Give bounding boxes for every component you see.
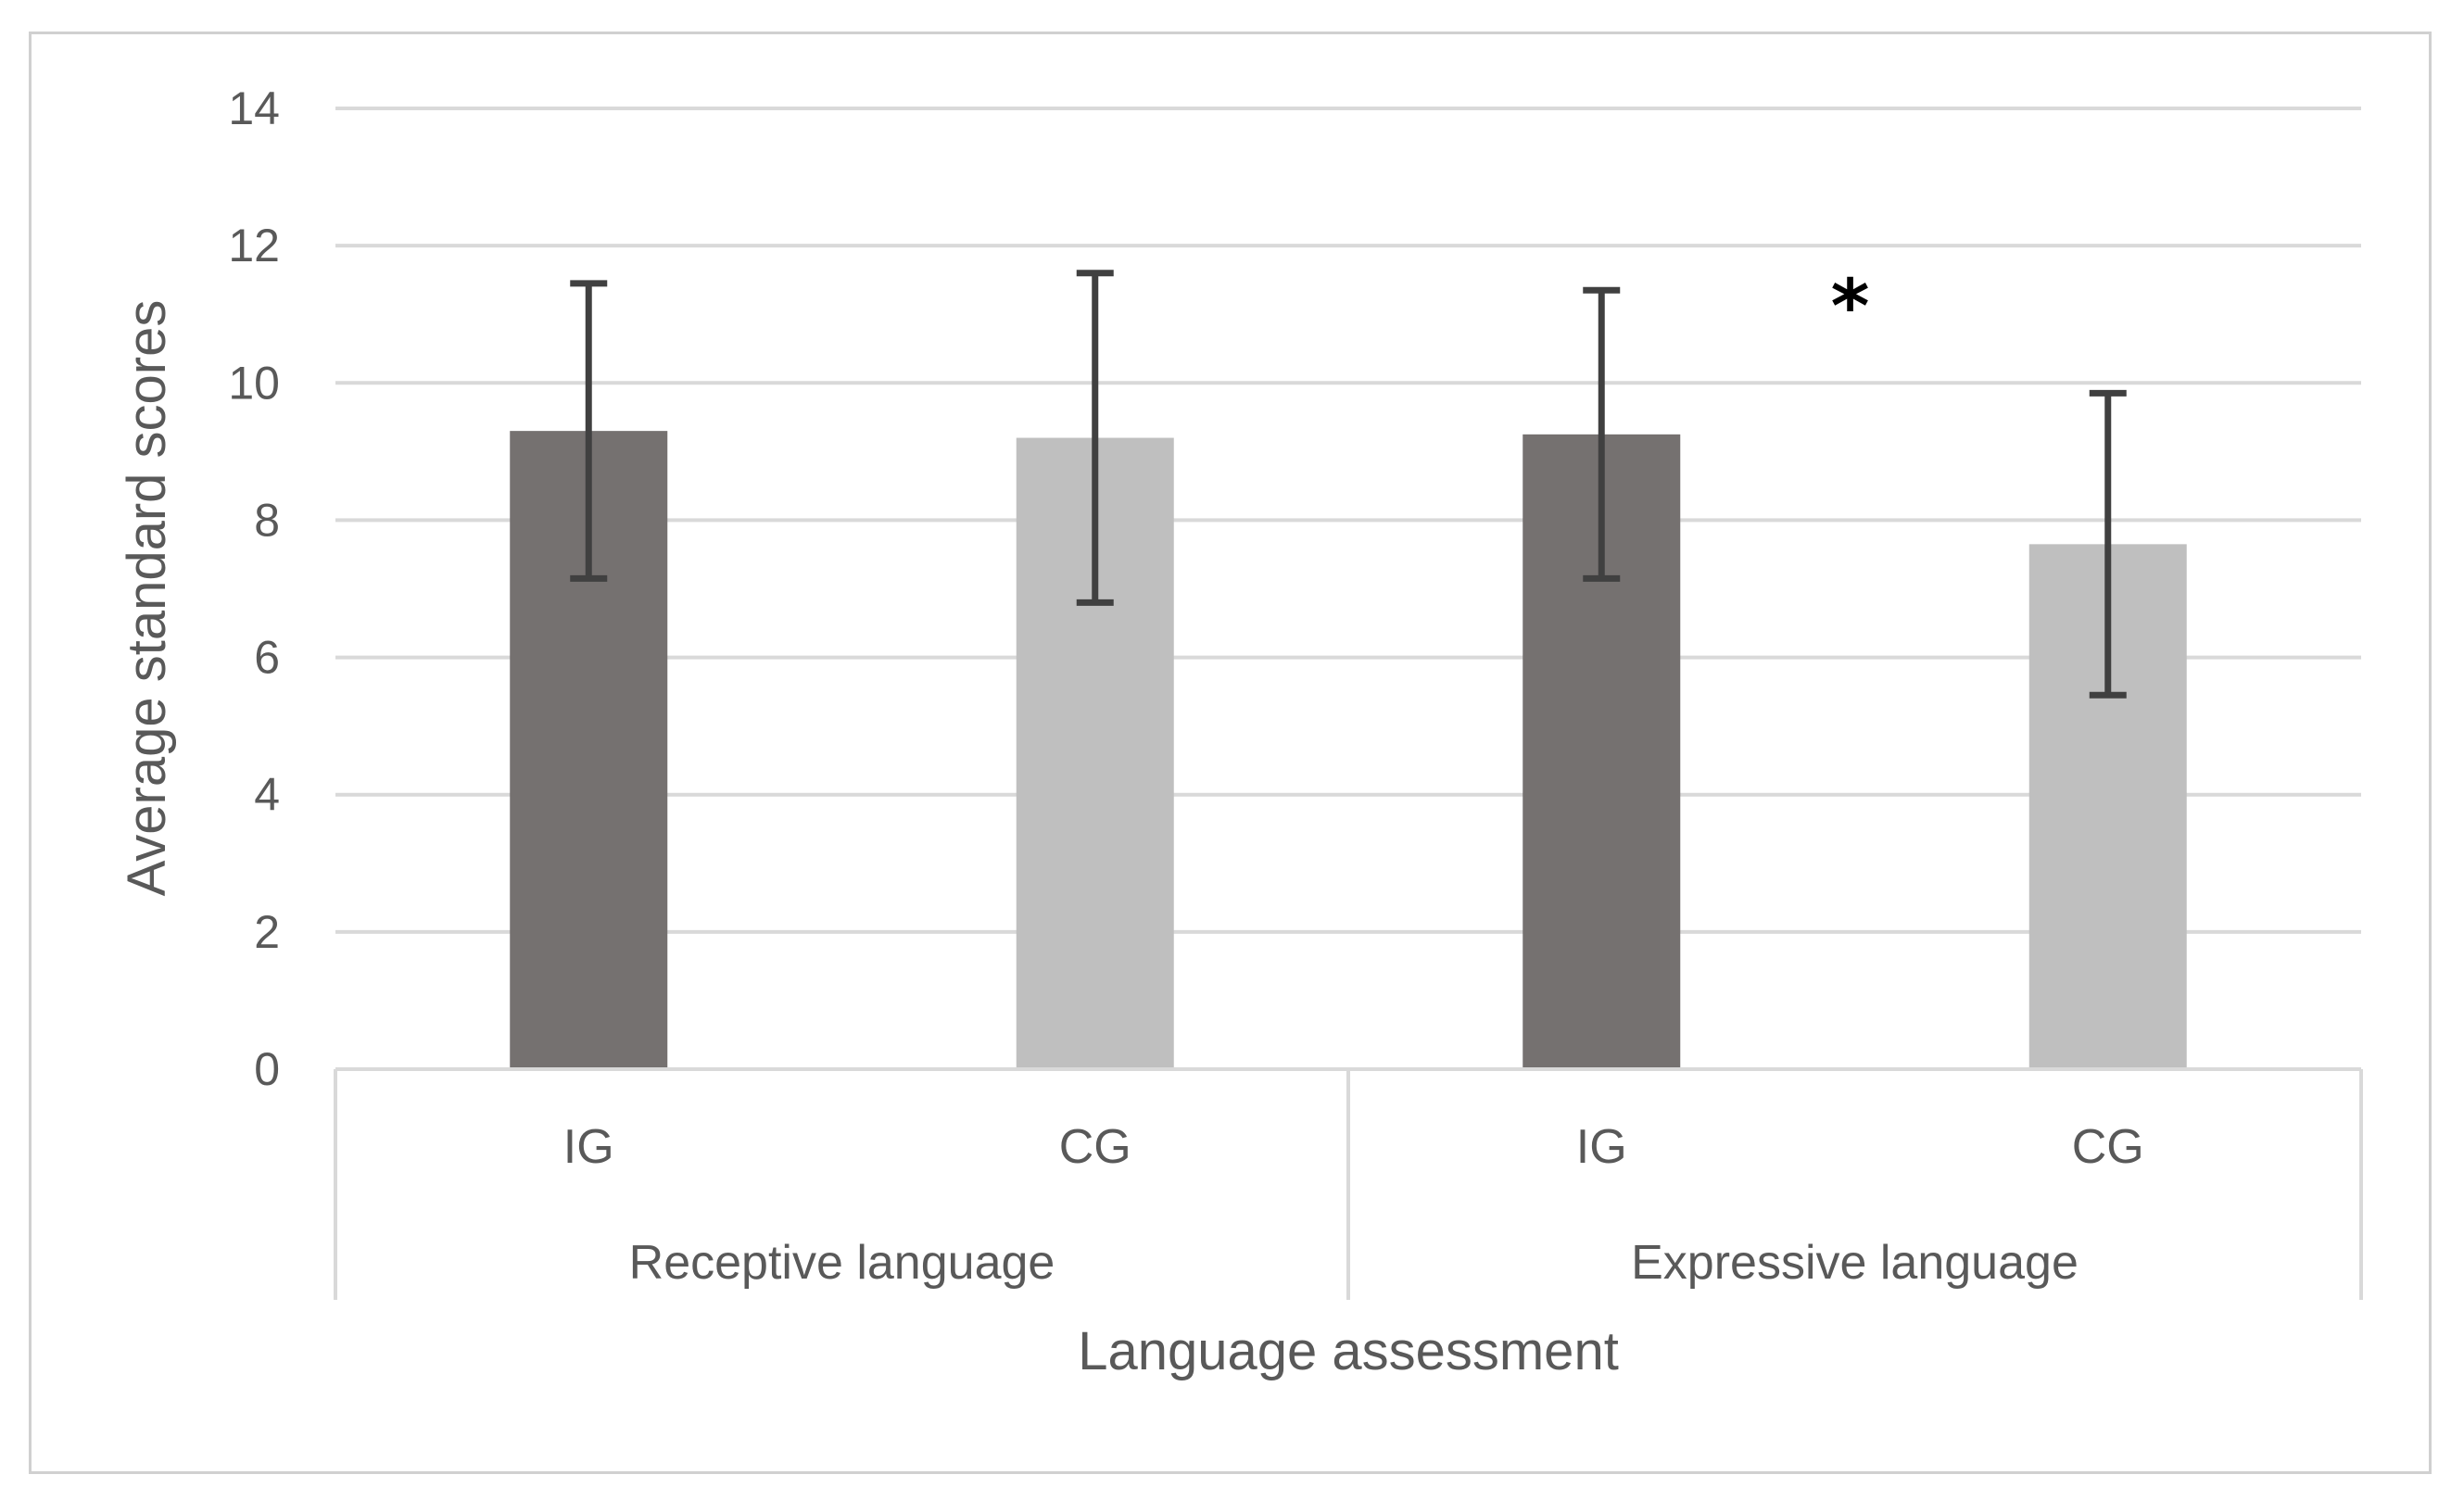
y-tick-label: 10 [228, 357, 280, 409]
x-tick-label: CG [2072, 1120, 2144, 1174]
x-tick-label: IG [563, 1120, 614, 1174]
y-tick-label: 0 [254, 1043, 280, 1095]
y-tick-label: 14 [228, 82, 280, 134]
x-tick-label: CG [1059, 1120, 1131, 1174]
y-tick-label: 4 [254, 769, 280, 821]
y-axis-title: Average standard scores [117, 300, 177, 897]
x-group-label: Receptive language [629, 1236, 1055, 1290]
y-tick-label: 2 [254, 906, 280, 958]
x-axis-title: Language assessment [1078, 1321, 1619, 1381]
significance-marker: * [1831, 263, 1870, 349]
x-group-label: Expressive language [1631, 1236, 2079, 1290]
y-tick-label: 8 [254, 494, 280, 546]
x-tick-label: IG [1576, 1120, 1627, 1174]
y-tick-label: 6 [254, 632, 280, 684]
y-tick-label: 12 [228, 220, 280, 271]
